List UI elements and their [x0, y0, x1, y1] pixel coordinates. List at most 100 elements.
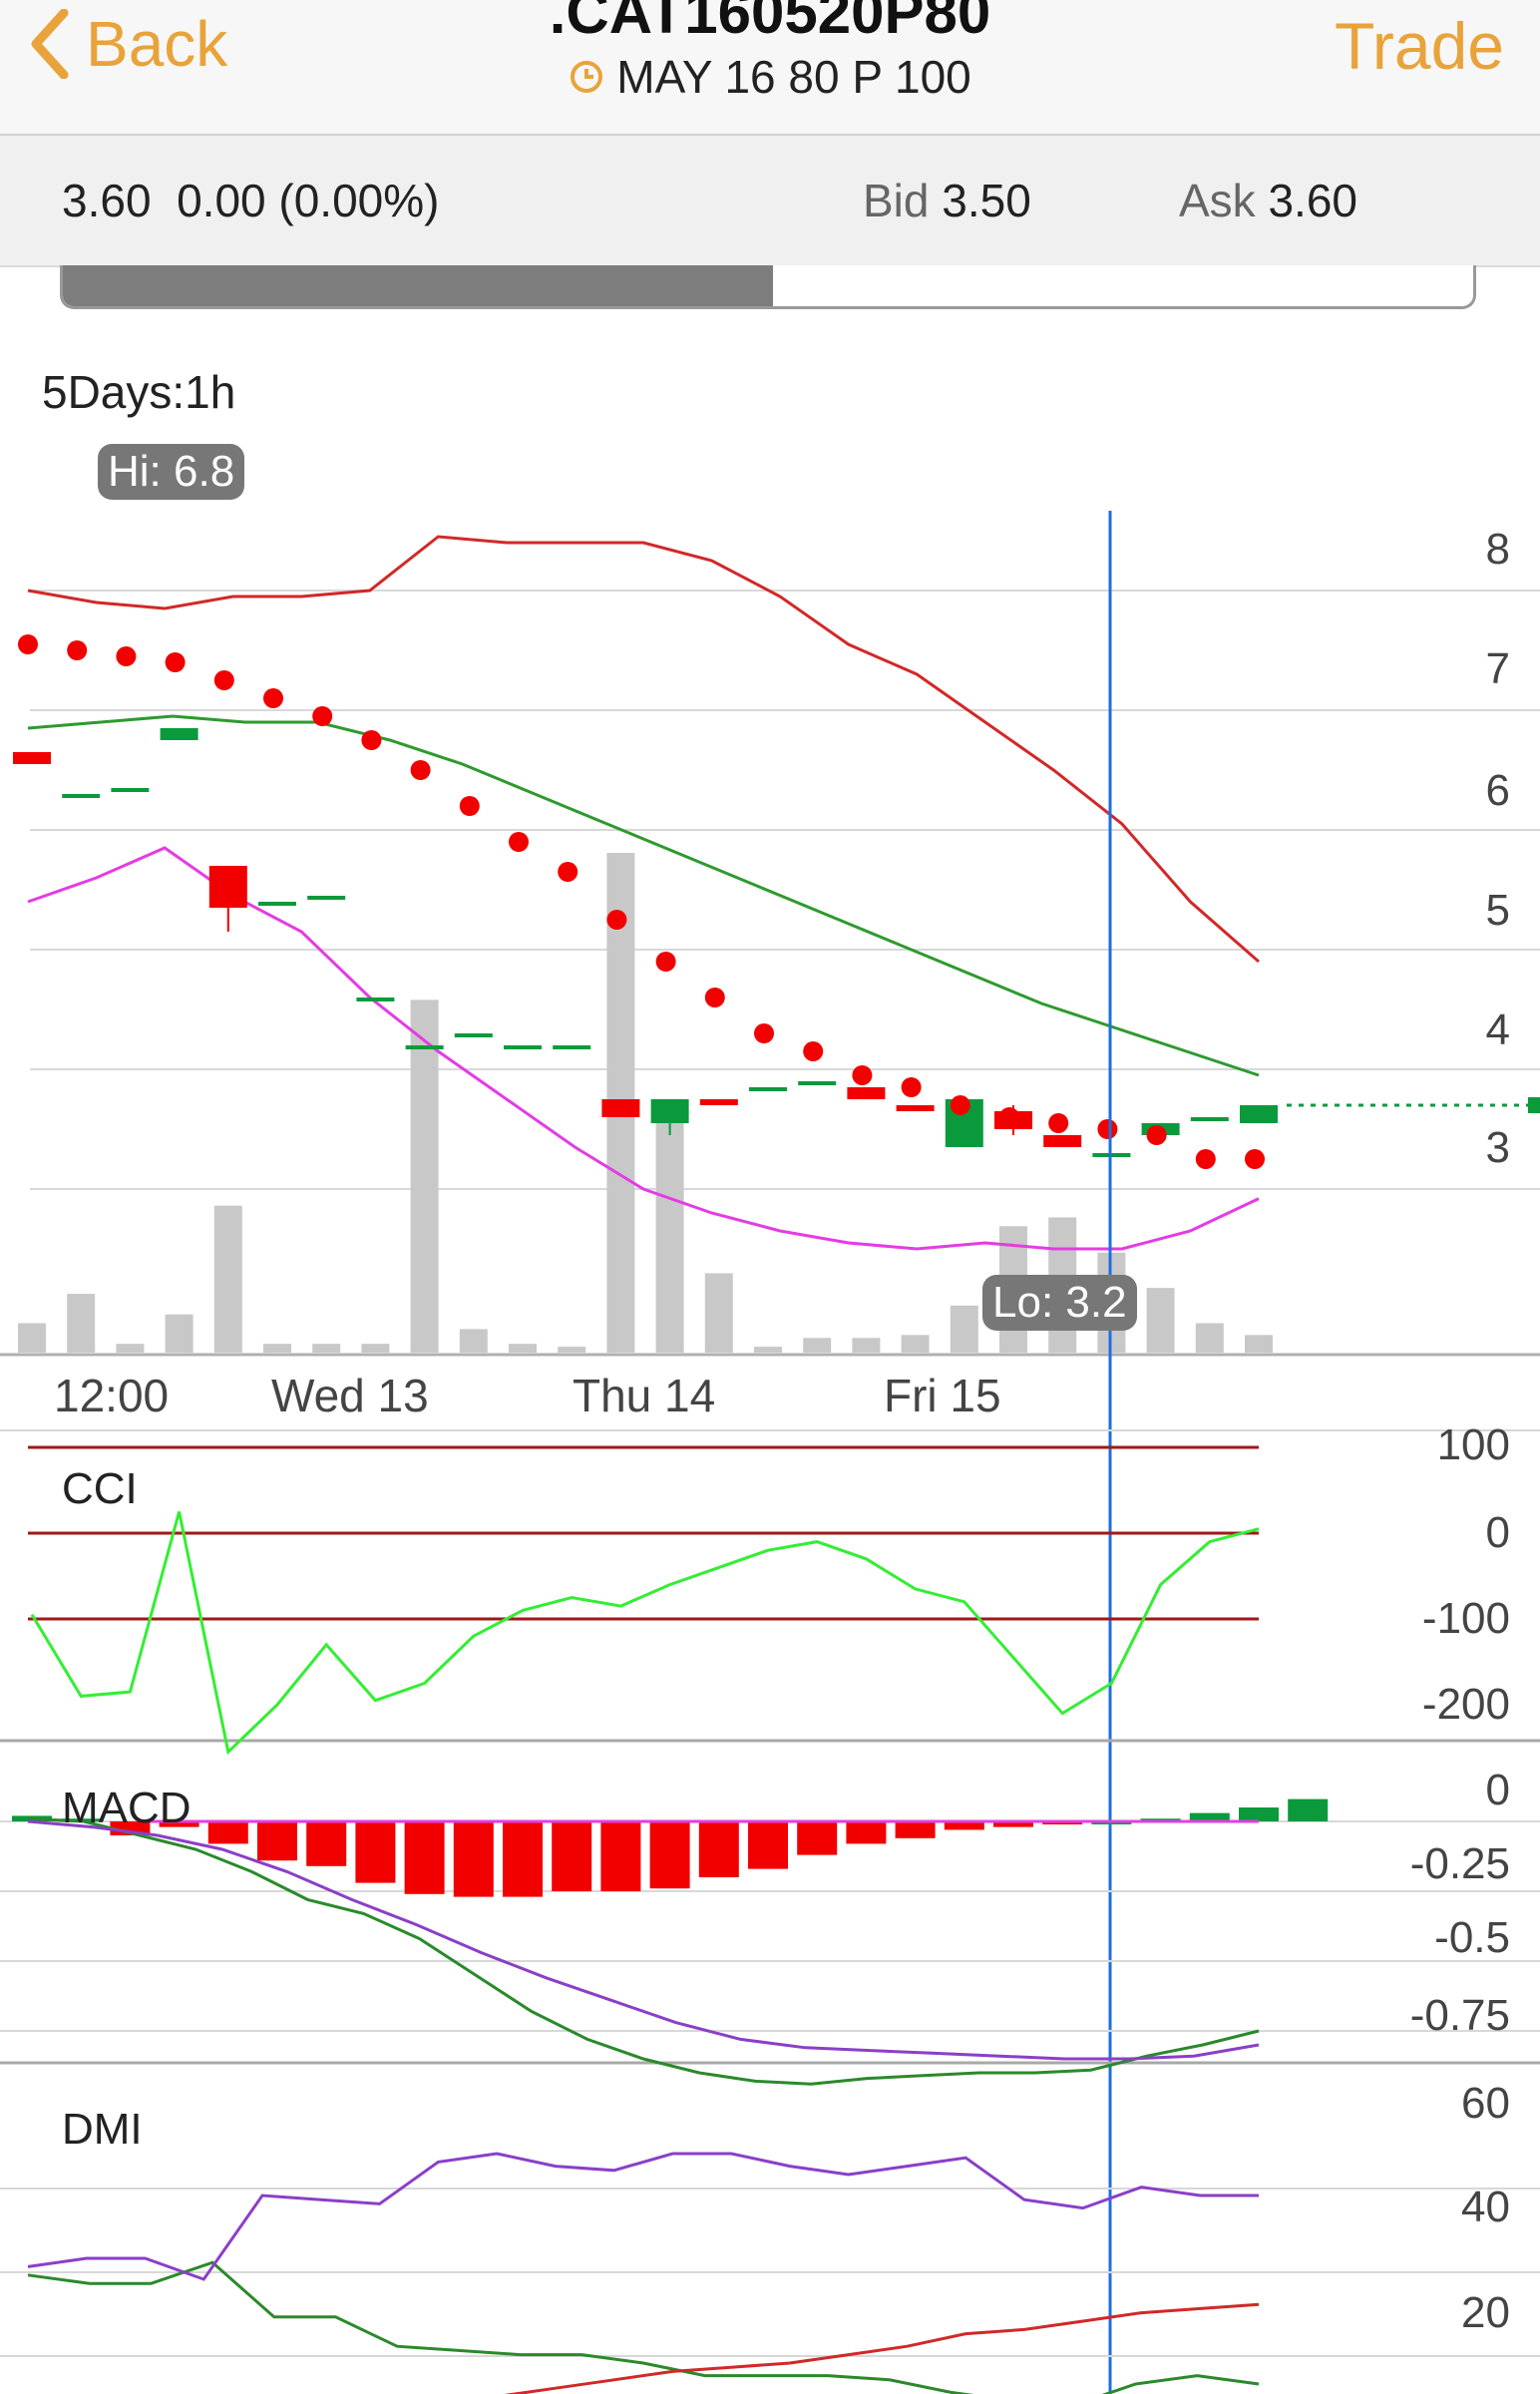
bid-label: Bid — [863, 175, 930, 226]
low-badge: Lo: 3.2 — [982, 1275, 1137, 1331]
dmi-tick: 60 — [1461, 2079, 1510, 2128]
macd-histogram-bar — [1288, 1798, 1329, 1821]
macd-histogram-bar — [649, 1821, 690, 1889]
cci-tick: -200 — [1421, 1680, 1510, 1729]
volume-bar — [67, 1294, 96, 1353]
sar-dot — [704, 988, 725, 1007]
dmi-label: DMI — [62, 2105, 143, 2154]
bollinger-mid-line — [27, 714, 1260, 1077]
macd-tick: -0.5 — [1434, 1913, 1510, 1962]
volume-bar — [263, 1344, 291, 1353]
macd-histogram-bar — [600, 1821, 641, 1891]
volume-bar — [18, 1323, 46, 1353]
sar-dot — [901, 1077, 922, 1097]
candle-body — [111, 788, 150, 792]
volume-bar — [704, 1273, 733, 1353]
sar-dot — [459, 796, 480, 816]
volume-bar — [116, 1344, 145, 1353]
cci-tick: 0 — [1485, 1508, 1510, 1557]
back-button[interactable]: Back — [30, 4, 227, 84]
x-axis-label: 12:00 — [54, 1370, 170, 1421]
volume-bar — [165, 1314, 193, 1353]
macd-histogram-bar — [1239, 1807, 1279, 1821]
volume-bar — [1195, 1323, 1224, 1353]
ask-value: 3.60 — [1268, 175, 1357, 226]
macd-histogram-bar — [404, 1821, 445, 1894]
subtitle-text: MAY 16 80 P 100 — [616, 51, 971, 103]
sar-dot — [165, 652, 186, 672]
sar-dot — [67, 640, 88, 660]
dmi-plus-line — [27, 2260, 1260, 2394]
high-badge: Hi: 6.8 — [98, 444, 245, 500]
volume-bar — [361, 1344, 390, 1353]
sar-dot — [655, 952, 676, 972]
sar-dot — [558, 862, 578, 882]
price-tick: 6 — [1485, 766, 1510, 815]
macd-tick: -0.25 — [1409, 1839, 1510, 1888]
candle-body — [62, 794, 101, 798]
macd-histogram-bar — [207, 1821, 248, 1844]
candle-body — [699, 1099, 738, 1105]
price-tick: 8 — [1485, 525, 1510, 574]
volume-bar — [655, 1102, 684, 1353]
volume-bar — [1245, 1335, 1273, 1353]
volume-bar — [754, 1347, 782, 1353]
chevron-left-icon — [31, 9, 69, 79]
macd-histogram-bar — [503, 1821, 543, 1897]
macd-tick: -0.75 — [1409, 1991, 1510, 2040]
candle-body — [504, 1045, 542, 1049]
volume-bar — [312, 1344, 341, 1353]
volume-bar — [950, 1305, 978, 1353]
bid-value: 3.50 — [942, 175, 1031, 226]
candle-body — [258, 902, 296, 906]
macd-histogram-bar — [1189, 1812, 1230, 1821]
segmented-control[interactable] — [60, 265, 1476, 309]
sar-dot — [213, 670, 234, 690]
sar-dot — [410, 760, 431, 780]
bid-quote: Bid 3.50 — [863, 174, 1031, 227]
volume-bar — [803, 1338, 832, 1353]
sar-dot — [1245, 1149, 1265, 1169]
bollinger-upper-line — [27, 535, 1260, 964]
macd-histogram-bar — [453, 1821, 494, 1897]
sar-dot — [754, 1023, 774, 1043]
candle-body — [601, 1099, 640, 1117]
macd-signal-line — [27, 1819, 1260, 2061]
volume-bar — [852, 1338, 881, 1353]
macd-histogram-bar — [306, 1821, 347, 1866]
price-tick: 5 — [1485, 886, 1510, 935]
macd-histogram-bar — [797, 1821, 838, 1855]
volume-bar — [901, 1335, 930, 1353]
candle-body — [454, 1033, 493, 1037]
volume-bar — [213, 1205, 242, 1353]
price-tick: 7 — [1485, 644, 1510, 693]
cci-tick: 100 — [1436, 1420, 1510, 1469]
x-axis-label: Thu 14 — [573, 1370, 716, 1421]
last-price-change: 3.60 0.00 (0.00%) — [62, 174, 439, 227]
candle-body — [208, 866, 247, 908]
volume-bar — [509, 1344, 537, 1353]
macd-histogram-bar — [355, 1821, 396, 1883]
candle-body — [749, 1087, 787, 1091]
candle-body — [896, 1105, 935, 1111]
cci-label: CCI — [62, 1464, 138, 1513]
candle-body — [1190, 1117, 1229, 1121]
sar-dot — [116, 646, 137, 666]
segment-selected[interactable] — [63, 265, 773, 306]
candle-body — [13, 752, 51, 764]
trade-button[interactable]: Trade — [1335, 9, 1504, 83]
candle-body — [847, 1087, 886, 1099]
price-change: 0.00 (0.00%) — [177, 175, 440, 226]
candle-body — [307, 896, 346, 900]
candle-body — [650, 1099, 689, 1123]
candle-body — [1043, 1135, 1082, 1147]
price-tick: 3 — [1485, 1123, 1510, 1172]
sar-dot — [852, 1065, 873, 1085]
sar-dot — [312, 706, 333, 726]
macd-histogram-bar — [748, 1821, 788, 1869]
x-axis-label: Fri 15 — [884, 1370, 1001, 1421]
dmi-tick: 20 — [1461, 2288, 1510, 2337]
sar-dot — [606, 910, 627, 930]
range-label[interactable]: 5Days:1h — [42, 366, 236, 418]
